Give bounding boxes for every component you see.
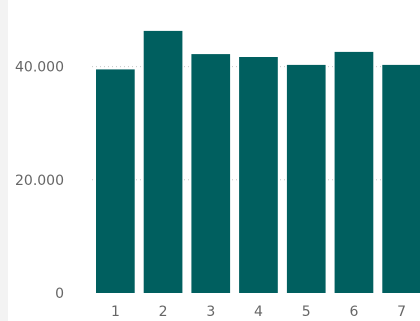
x-tick-label: 7 [397,304,406,320]
bar-2[interactable] [143,30,183,294]
x-tick-label: 5 [302,304,311,320]
bar-4[interactable] [239,57,278,293]
y-tick-label: 40.000 [15,60,64,76]
x-tick-label: 6 [349,304,358,320]
x-tick-label: 4 [254,304,263,320]
x-tick-label: 2 [159,304,168,320]
x-axis-ticks: 1 2 3 4 5 6 7 [111,304,406,320]
y-axis-ticks: 0 20.000 40.000 [15,60,64,302]
bar-3[interactable] [191,54,231,293]
bars [96,30,420,294]
bar-5[interactable] [286,64,326,294]
x-tick-label: 1 [111,304,120,320]
y-tick-label: 0 [55,286,64,302]
bar-6[interactable] [334,51,374,294]
x-tick-label: 3 [206,304,215,320]
y-tick-label: 20.000 [15,173,64,189]
bar-7[interactable] [382,64,420,294]
bar-1[interactable] [96,69,135,294]
